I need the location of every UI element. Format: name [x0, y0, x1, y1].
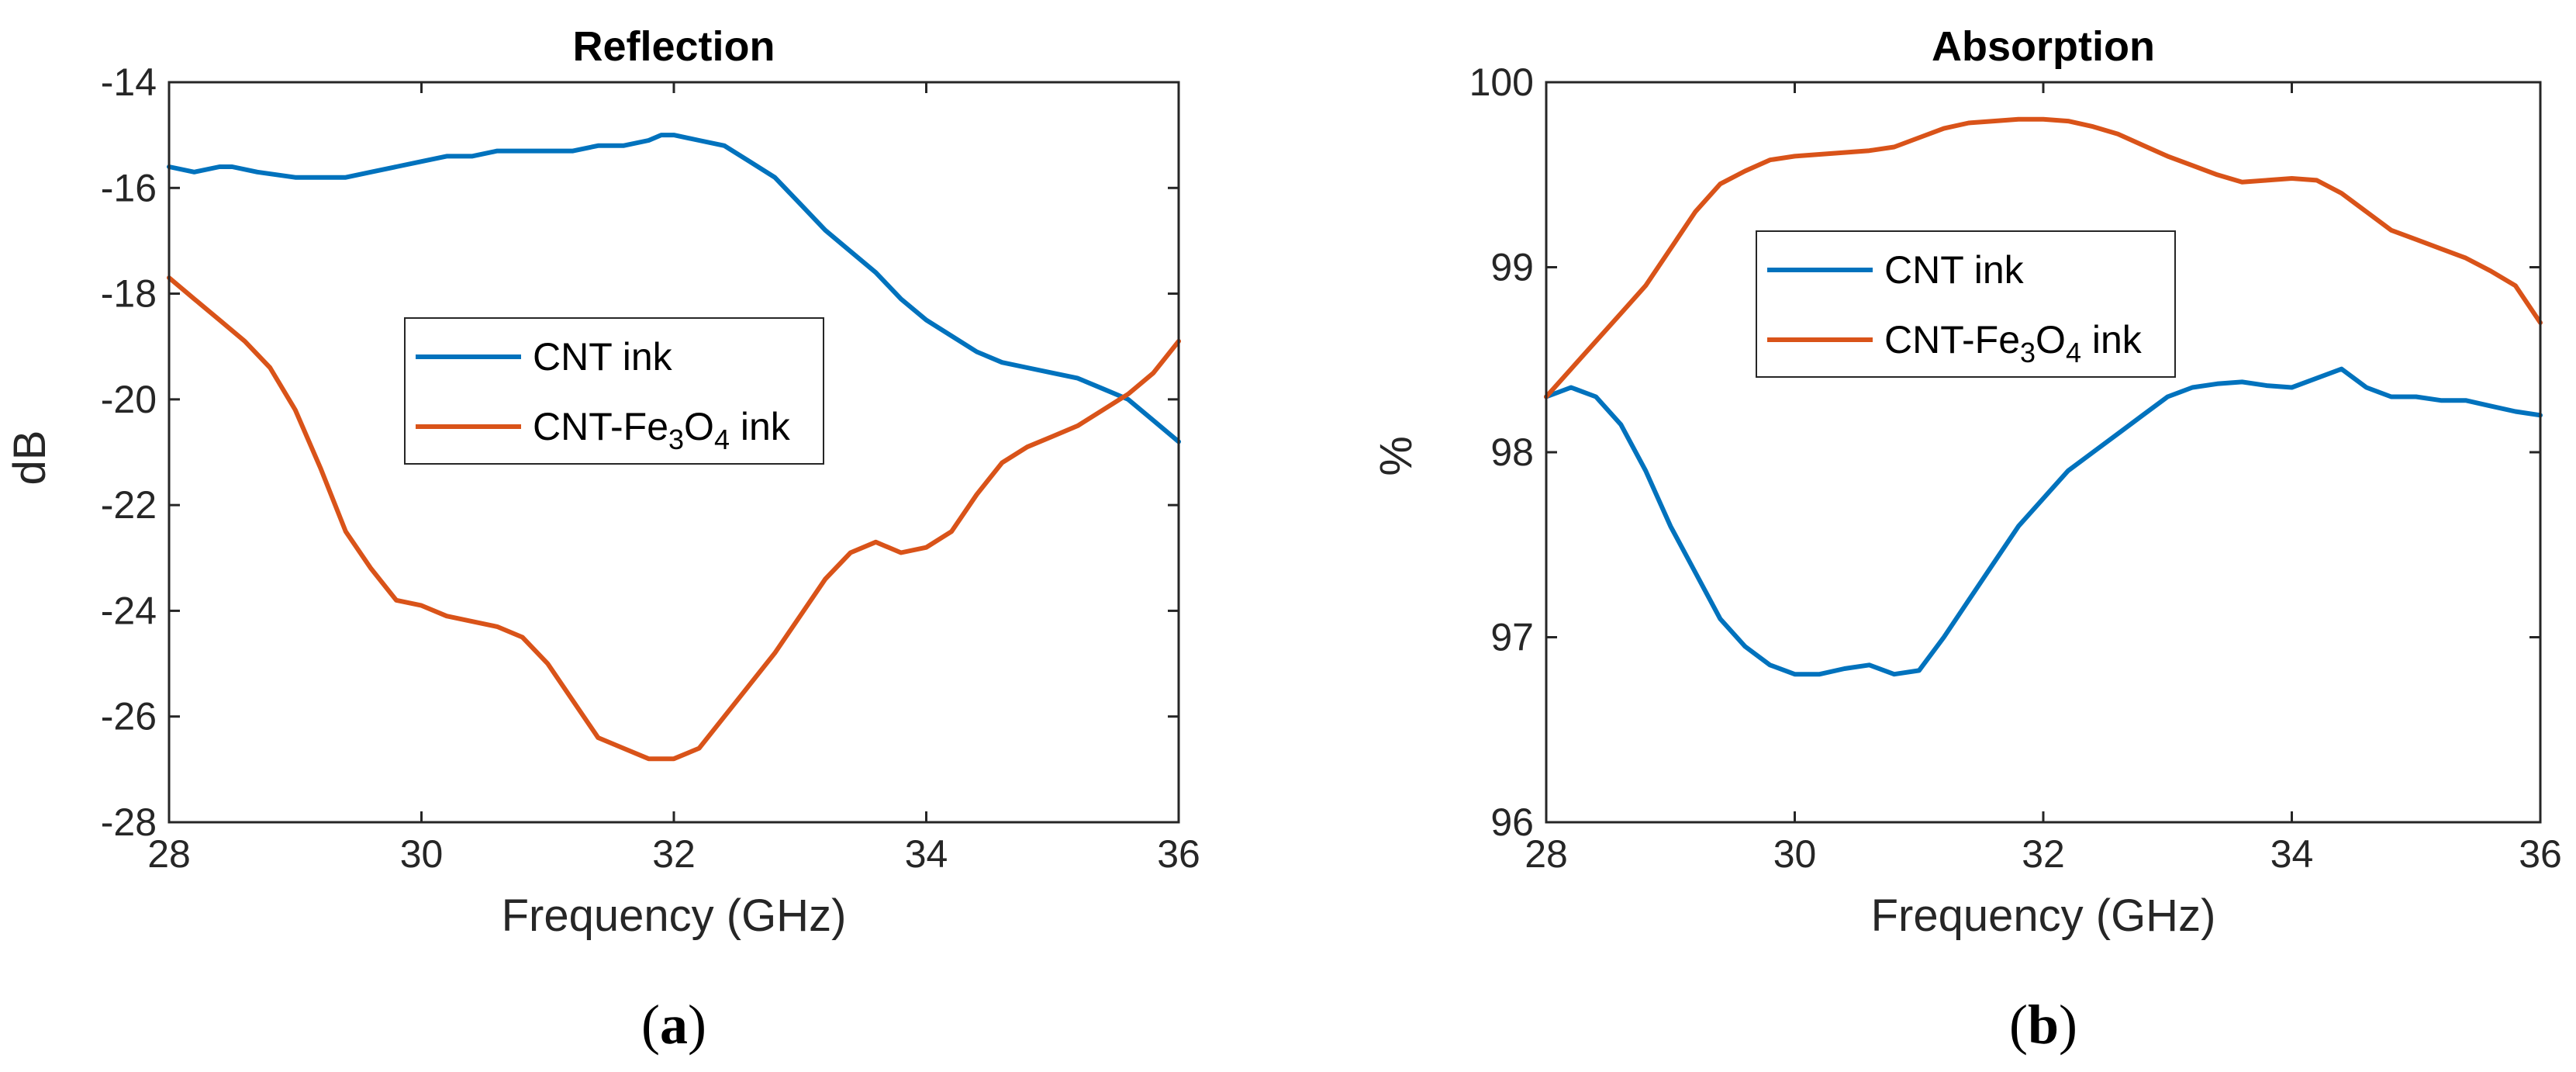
absorption-x-tick-label: 36 — [2519, 832, 2562, 876]
legend-text-part: 4 — [2066, 337, 2081, 368]
reflection-y-tick-label: -28 — [101, 801, 157, 844]
absorption-legend-box — [1756, 230, 2176, 378]
reflection-y-tick-label: -14 — [101, 61, 157, 104]
absorption-ticks: 28 30 32 34 36 96 97 98 99 100 — [1469, 61, 2562, 876]
legend-text-part: 3 — [668, 424, 684, 455]
absorption-y-tick-label: 98 — [1490, 431, 1534, 474]
reflection-legend-label-cnt-fe3o4-ink: CNT-Fe3O4 ink — [533, 405, 791, 455]
panel-label-b-letter: b — [2028, 994, 2059, 1056]
absorption-x-tick-label: 28 — [1525, 832, 1568, 876]
absorption-panel: Absorption 28 30 32 34 36 96 97 98 99 100 Frequen… — [1371, 23, 2562, 1056]
absorption-series-cnt-ink-line — [1544, 366, 2543, 677]
reflection-legend-label-cnt-ink: CNT ink — [533, 335, 673, 379]
panel-label-a: (a) — [641, 994, 706, 1056]
legend-text-part: ink — [730, 405, 791, 448]
absorption-legend-label-cnt-fe3o4-ink: CNT-Fe3O4 ink — [1884, 318, 2143, 368]
absorption-x-axis-label: Frequency (GHz) — [1871, 890, 2216, 941]
reflection-y-tick-label: -18 — [101, 272, 157, 316]
reflection-series-cnt-ink-line — [167, 133, 1181, 444]
reflection-x-tick-label: 32 — [652, 832, 696, 876]
reflection-legend-box — [404, 317, 824, 465]
reflection-panel: Reflection 28 30 32 34 36 -28 -26 -24 -22 -20 -18 -… — [5, 23, 1200, 1056]
reflection-x-tick-label: 30 — [400, 832, 444, 876]
absorption-x-tick-label: 34 — [2270, 832, 2314, 876]
reflection-x-tick-label: 34 — [905, 832, 948, 876]
absorption-legend: CNT ink CNT-Fe3O4 ink — [1756, 230, 2176, 378]
absorption-legend-label-cnt-ink: CNT ink — [1884, 248, 2025, 292]
absorption-y-tick-label: 99 — [1490, 246, 1534, 289]
panel-label-b: (b) — [2009, 994, 2077, 1056]
legend-text-part: ink — [2081, 318, 2143, 361]
reflection-title: Reflection — [572, 23, 775, 70]
absorption-series-cnt-fe3o4-ink-line — [1544, 116, 2543, 399]
legend-text-part: CNT-Fe — [1884, 318, 2020, 361]
absorption-y-tick-label: 96 — [1490, 801, 1534, 844]
reflection-ticks: 28 30 32 34 36 -28 -26 -24 -22 -20 -18 -16 -14 — [101, 61, 1200, 876]
absorption-y-tick-label: 97 — [1490, 616, 1534, 659]
reflection-x-axis-label: Frequency (GHz) — [502, 890, 847, 941]
reflection-y-tick-label: -22 — [101, 483, 157, 527]
reflection-legend: CNT ink CNT-Fe3O4 ink — [404, 317, 824, 465]
legend-text-part: 4 — [714, 424, 730, 455]
reflection-x-tick-label: 36 — [1157, 832, 1200, 876]
absorption-y-axis-label: % — [1371, 436, 1421, 476]
absorption-series — [1544, 116, 2543, 677]
legend-text-part: CNT-Fe — [533, 405, 668, 448]
legend-text-part: O — [2036, 318, 2066, 361]
reflection-y-tick-label: -26 — [101, 695, 157, 738]
reflection-y-tick-label: -16 — [101, 166, 157, 209]
absorption-x-tick-label: 32 — [2022, 832, 2065, 876]
legend-text-part: 3 — [2020, 337, 2036, 368]
reflection-y-axis-label: dB — [5, 431, 55, 486]
absorption-title: Absorption — [1932, 23, 2155, 70]
reflection-series — [167, 133, 1181, 762]
reflection-series-cnt-fe3o4-ink-line — [167, 275, 1181, 762]
absorption-x-tick-label: 30 — [1773, 832, 1817, 876]
reflection-y-tick-label: -24 — [101, 589, 157, 632]
reflection-x-tick-label: 28 — [147, 832, 191, 876]
legend-text-part: O — [684, 405, 714, 448]
reflection-y-tick-label: -20 — [101, 378, 157, 421]
absorption-y-tick-label: 100 — [1469, 61, 1534, 104]
panel-label-a-letter: a — [660, 994, 688, 1056]
absorption-axes-frame — [1545, 81, 2542, 824]
